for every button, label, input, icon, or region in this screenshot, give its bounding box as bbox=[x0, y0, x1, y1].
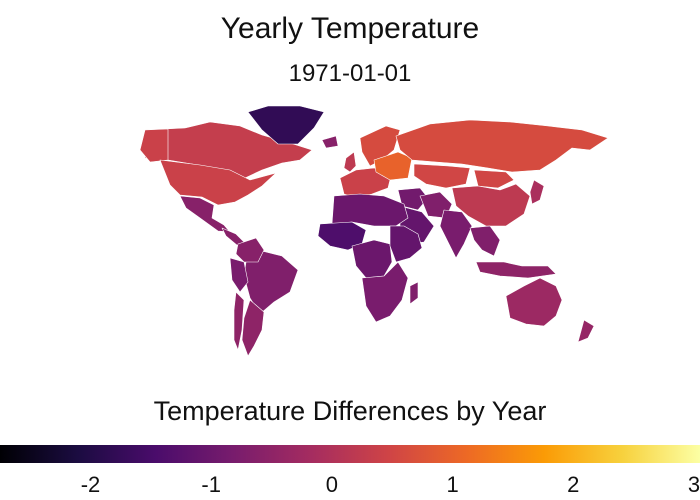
region-canada bbox=[144, 121, 313, 179]
world-map bbox=[139, 105, 609, 357]
region-australia bbox=[505, 277, 563, 327]
region-indonesia bbox=[475, 261, 557, 279]
region-colombia bbox=[235, 237, 265, 263]
region-alaska bbox=[139, 128, 169, 163]
region-southeast-asia bbox=[469, 225, 501, 257]
legend-title: Temperature Differences by Year bbox=[153, 396, 547, 426]
region-chile bbox=[233, 291, 245, 351]
region-argentina bbox=[241, 299, 265, 357]
chart-title: Yearly Temperature bbox=[220, 12, 480, 45]
region-china bbox=[451, 183, 531, 227]
region-east-africa bbox=[389, 225, 423, 263]
region-southern-africa bbox=[361, 261, 409, 323]
legend-tick-label: 3 bbox=[687, 472, 700, 497]
region-russia bbox=[395, 119, 609, 173]
region-japan bbox=[529, 179, 545, 205]
legend-tick-label: 2 bbox=[567, 472, 580, 497]
region-kazakhstan bbox=[413, 163, 471, 189]
chart-subtitle: 1971-01-01 bbox=[288, 60, 412, 87]
region-united-kingdom bbox=[343, 151, 357, 173]
legend-tick-label: 0 bbox=[325, 472, 339, 497]
legend-tick-label: 1 bbox=[446, 472, 459, 497]
region-mexico bbox=[179, 195, 231, 233]
region-india bbox=[439, 209, 473, 259]
region-new-zealand bbox=[577, 319, 595, 343]
region-mongolia bbox=[473, 169, 515, 189]
region-scandinavia bbox=[359, 125, 401, 167]
region-greenland bbox=[247, 105, 325, 145]
legend-tick-label: -1 bbox=[201, 472, 221, 497]
region-madagascar bbox=[409, 281, 419, 305]
region-north-africa bbox=[331, 193, 409, 227]
region-central-africa bbox=[351, 239, 393, 279]
region-iceland bbox=[321, 135, 339, 149]
region-peru bbox=[229, 257, 249, 293]
region-united-states bbox=[159, 159, 277, 206]
legend-colorbar bbox=[0, 445, 700, 463]
legend-tick-label: -2 bbox=[80, 472, 101, 497]
region-eastern-europe bbox=[373, 151, 413, 181]
